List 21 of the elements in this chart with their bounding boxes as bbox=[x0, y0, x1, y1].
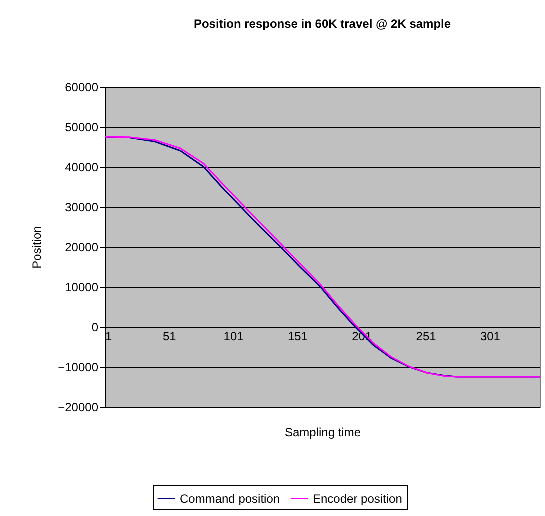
y-tick-label: 40000 bbox=[65, 160, 99, 174]
x-tick-label: 251 bbox=[416, 330, 437, 344]
x-tick-label: 101 bbox=[224, 330, 244, 344]
x-tick-label: 151 bbox=[288, 330, 308, 344]
y-tick-label: 10000 bbox=[65, 280, 99, 294]
x-tick-label: 51 bbox=[162, 330, 177, 344]
y-tick-label: 30000 bbox=[65, 200, 99, 214]
y-tick-label: 50000 bbox=[65, 120, 99, 134]
line-series bbox=[104, 136, 541, 378]
x-axis-title: Sampling time bbox=[284, 426, 362, 440]
x-tick-label: 1 bbox=[106, 330, 112, 344]
y-tick-label: 20000 bbox=[65, 240, 99, 254]
y-tick-label: 0 bbox=[92, 320, 99, 334]
x-tick-label: 301 bbox=[480, 330, 501, 344]
legend-label: Encoder position bbox=[313, 492, 402, 506]
y-tick-label: −20000 bbox=[58, 400, 99, 414]
legend-label: Command position bbox=[180, 492, 280, 506]
chart-title: Position response in 60K travel @ 2K sample bbox=[194, 17, 452, 31]
y-tick-label: 60000 bbox=[65, 80, 99, 94]
y-tick-label: −10000 bbox=[58, 360, 99, 374]
y-axis-title: Position bbox=[30, 226, 44, 269]
